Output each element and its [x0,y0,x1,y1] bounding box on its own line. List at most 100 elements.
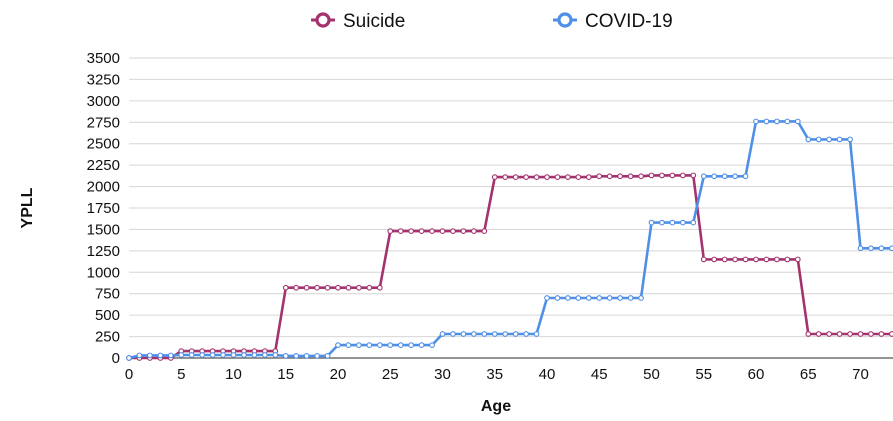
data-point [585,295,592,301]
data-point [408,342,415,348]
gridlines [129,57,893,338]
data-point [450,331,456,337]
data-point [397,342,404,348]
y-axis-label: YPLL [19,187,36,228]
data-point [805,136,812,143]
y-tick-label: 750 [95,286,120,303]
data-point [335,342,341,348]
legend: Suicide COVID-19 [311,11,673,32]
series-covid-19 [126,118,893,361]
data-point [627,173,634,180]
data-point [345,342,352,348]
legend-marker [557,12,573,28]
x-tick-label: 20 [330,366,347,383]
data-point [774,118,780,125]
data-point [230,352,237,358]
data-point [188,352,195,358]
series-line [128,120,892,360]
data-point [617,173,624,180]
data-point [878,331,885,337]
data-point [617,295,624,301]
data-point [565,174,571,180]
data-point [282,284,289,291]
data-point [366,342,373,348]
legend-item: Suicide [311,11,405,32]
x-tick-label: 0 [125,366,133,383]
data-point [481,228,488,234]
data-point [638,173,644,180]
data-point [596,295,603,301]
data-point [450,228,456,234]
data-point [220,352,226,358]
y-tick-label: 1750 [87,200,120,217]
legend-label: COVID-19 [585,11,673,32]
data-point [491,331,498,337]
y-tick-label: 500 [95,307,120,324]
data-point [794,256,801,263]
x-tick-label: 25 [382,366,399,383]
data-point [606,295,613,301]
data-point [585,174,592,180]
data-point [502,174,509,180]
x-tick-label: 5 [177,366,185,383]
data-point [314,284,320,291]
data-point [429,342,435,348]
series-line [129,174,892,360]
data-point [178,352,185,358]
data-point [732,173,738,180]
x-tick-label: 70 [852,366,869,383]
data-point [554,174,561,180]
data-point [606,173,613,180]
data-point [199,352,205,358]
data-point [157,352,164,359]
y-tick-label: 3250 [87,71,120,88]
y-tick-label: 2000 [87,179,120,196]
data-point [439,228,446,234]
data-point [700,173,707,180]
data-point [763,256,770,263]
data-point [523,331,529,337]
x-tick-label: 10 [225,366,242,383]
data-point [836,331,843,337]
data-point [523,174,529,180]
data-point [376,284,383,291]
data-point [397,228,404,234]
x-tick-label: 40 [539,366,556,383]
data-point [857,331,864,337]
data-point [282,353,289,359]
data-point [565,295,571,301]
data-point [732,256,738,263]
data-point [627,295,634,301]
data-point [826,136,833,143]
data-point [669,219,676,226]
data-point [659,219,665,226]
y-tick-label: 1500 [87,221,120,238]
x-axis-ticks: 0 5 10 15 20 25 30 35 40 45 50 55 60 65 70 [125,366,869,383]
data-point [335,284,341,291]
y-tick-label: 1000 [87,264,120,281]
data-point [460,331,467,337]
data-point [679,172,686,179]
x-tick-label: 30 [434,366,451,383]
data-point [847,136,853,143]
x-tick-label: 60 [748,366,765,383]
series-layer [126,118,893,361]
data-point [502,331,509,337]
legend-item: COVID-19 [553,11,673,32]
data-point [878,245,885,252]
data-point [303,353,310,359]
data-point [314,353,320,359]
data-point [136,352,143,359]
data-point [460,228,467,234]
data-point [387,342,394,348]
data-point [826,331,833,337]
y-tick-label: 1250 [87,243,120,260]
data-point [262,352,268,358]
legend-label: Suicide [343,11,405,32]
data-point [889,331,893,337]
y-tick-label: 3000 [87,93,120,110]
data-point [815,136,822,143]
x-tick-label: 55 [695,366,712,383]
x-tick-label: 15 [277,366,294,383]
data-point [481,331,488,337]
